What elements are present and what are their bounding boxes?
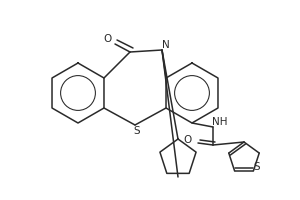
Text: S: S bbox=[253, 162, 260, 172]
Text: N: N bbox=[162, 40, 170, 50]
Text: O: O bbox=[183, 135, 191, 145]
Text: NH: NH bbox=[212, 117, 228, 127]
Text: O: O bbox=[103, 34, 111, 44]
Text: S: S bbox=[134, 126, 140, 136]
